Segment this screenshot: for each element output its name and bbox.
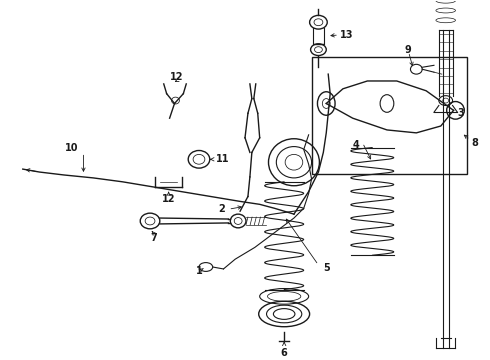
Text: 9: 9 [405,45,412,55]
Text: 8: 8 [471,138,478,148]
Text: 4: 4 [352,140,359,150]
Text: 3: 3 [458,108,464,118]
Text: 12: 12 [170,72,183,82]
Text: 10: 10 [65,143,78,153]
Text: 12: 12 [162,194,175,204]
Text: 2: 2 [219,204,225,214]
Text: 6: 6 [281,348,288,358]
Text: 5: 5 [323,263,330,273]
Text: 1: 1 [196,266,203,276]
Text: 11: 11 [216,154,229,164]
Text: 7: 7 [150,233,157,243]
Text: 13: 13 [340,30,353,40]
